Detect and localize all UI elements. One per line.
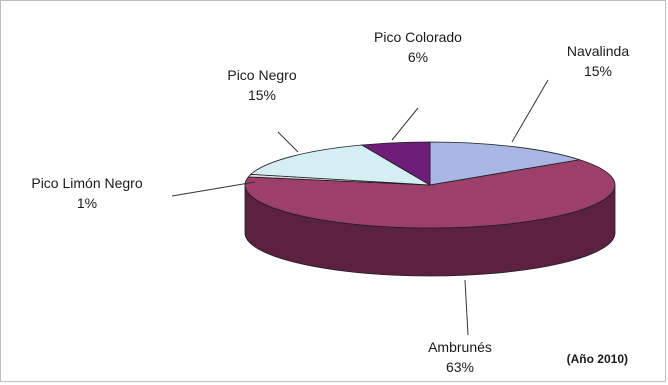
leader-line-pico-negro <box>277 131 299 153</box>
leader-lines <box>171 79 549 336</box>
pie-slice-navalinda <box>429 141 580 186</box>
slice-percent-ambrunes: 63% <box>446 359 474 375</box>
slice-label-pico-negro: Pico Negro <box>227 67 296 83</box>
slice-label-navalinda: Navalinda <box>567 43 629 59</box>
slice-label-pico-colorado: Pico Colorado <box>374 29 462 45</box>
leader-line-navalinda <box>511 79 549 143</box>
slice-percent-navalinda: 15% <box>584 63 612 79</box>
pie-slice-ambrunes <box>244 159 616 229</box>
pie-slice-pico-colorado <box>360 141 431 186</box>
year-annotation: (Año 2010) <box>567 352 628 366</box>
slice-labels: Navalinda 15% Ambrunés 63% Pico Limón Negro 1… <box>31 29 629 375</box>
slice-label-ambrunes: Ambrunés <box>428 339 492 355</box>
pie-slice-pico-negro <box>249 144 431 186</box>
leader-line-pico-limon-negro <box>171 181 256 197</box>
pie-tops <box>244 141 616 229</box>
leader-line-pico-colorado <box>391 107 419 141</box>
slice-percent-pico-limon-negro: 1% <box>77 195 97 211</box>
slice-label-pico-limon-negro: Pico Limón Negro <box>31 175 142 191</box>
leader-line-ambrunes <box>464 279 469 336</box>
slice-percent-pico-negro: 15% <box>248 87 276 103</box>
slice-percent-pico-colorado: 6% <box>408 49 428 65</box>
